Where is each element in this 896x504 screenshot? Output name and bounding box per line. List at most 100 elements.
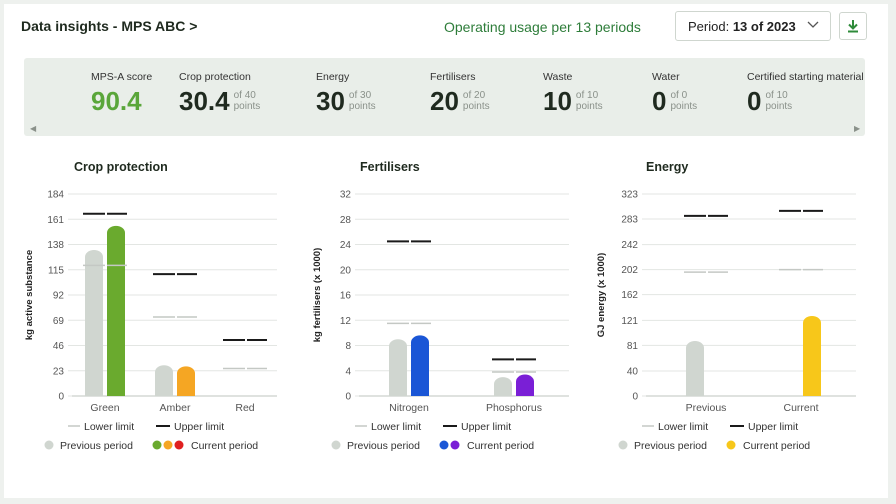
score-of: of 0	[670, 90, 688, 101]
score-of: of 20	[462, 90, 486, 101]
legend-current-dot	[439, 440, 449, 450]
y-tick-label: 92	[53, 291, 65, 302]
y-tick-label: 184	[47, 190, 64, 201]
y-tick-label: 161	[47, 215, 64, 226]
bar-current	[107, 225, 125, 396]
score-value: 10	[543, 86, 572, 116]
bar-current	[516, 374, 534, 396]
y-tick-label: 4	[345, 366, 351, 377]
legend-previous-label: Previous period	[60, 440, 133, 452]
bar-previous	[494, 377, 512, 396]
y-tick-label: 24	[340, 240, 352, 251]
legend-previous-label: Previous period	[347, 440, 420, 452]
score-item: Crop protection 30.4 of 40 points	[179, 71, 260, 116]
score-unit: points	[670, 101, 698, 112]
legend-current-label: Current period	[467, 440, 534, 452]
page-title[interactable]: Data insights - MPS ABC >	[21, 18, 198, 34]
legend-current-dot	[174, 440, 184, 450]
period-prefix: Period:	[688, 19, 733, 34]
y-tick-label: 138	[47, 240, 64, 251]
score-label: Crop protection	[179, 71, 251, 83]
legend-current-dot	[152, 440, 162, 450]
legend-current-dot	[163, 440, 173, 450]
legend-current-label: Current period	[191, 440, 258, 452]
y-tick-label: 32	[340, 190, 352, 201]
score-label: Waste	[543, 71, 573, 83]
legend-upper-label: Upper limit	[748, 421, 798, 433]
chart-title-energy: Energy	[646, 160, 689, 174]
y-tick-label: 115	[48, 265, 64, 276]
x-tick-label: Phosphorus	[486, 402, 542, 414]
score-label: Certified starting material	[747, 71, 864, 83]
chevron-down-icon	[807, 21, 819, 28]
legend-lower-label: Lower limit	[371, 421, 421, 433]
bar-previous	[389, 339, 407, 396]
y-tick-label: 12	[340, 316, 352, 327]
score-of: of 10	[765, 90, 788, 101]
legend-upper-label: Upper limit	[461, 421, 511, 433]
y-tick-label: 202	[621, 265, 638, 276]
y-tick-label: 0	[632, 392, 638, 403]
score-unit: points	[765, 101, 793, 112]
score-value: 30.4	[179, 86, 230, 116]
score-item: Waste 10 of 10 points	[543, 71, 603, 116]
y-tick-label: 23	[53, 366, 65, 377]
score-of: of 30	[348, 90, 372, 101]
score-value: 0	[747, 86, 762, 116]
score-item: Fertilisers 20 of 20 points	[430, 71, 490, 116]
score-label: MPS-A score	[91, 71, 153, 83]
insights-card: Data insights - MPS ABC > Operating usag…	[4, 4, 888, 498]
download-icon	[848, 20, 858, 33]
legend-previous-dot	[618, 440, 628, 450]
period-select[interactable]: Period: 13 of 2023	[675, 11, 831, 41]
y-tick-label: 242	[621, 240, 638, 251]
y-tick-label: 46	[53, 341, 65, 352]
legend-lower-label: Lower limit	[84, 421, 134, 433]
x-tick-label: Amber	[160, 402, 191, 414]
y-tick-label: 121	[621, 316, 638, 327]
x-tick-label: Red	[235, 402, 254, 414]
score-item: Certified starting material 0 of 10 points	[747, 71, 864, 116]
y-axis-label: kg active substance	[24, 250, 35, 340]
bar-previous	[85, 249, 103, 396]
chart-title-crop: Crop protection	[74, 160, 168, 174]
score-value: 90.4	[91, 86, 142, 116]
bar-previous	[686, 340, 704, 396]
bar-current	[803, 315, 821, 396]
score-value: 0	[652, 86, 667, 116]
charts-area: 0 23 46 69 92 115 138 161 184 kg active substance…	[24, 190, 856, 452]
legend-previous-dot	[44, 440, 54, 450]
y-tick-label: 20	[340, 265, 352, 276]
legend-current-dot	[450, 440, 460, 450]
score-of: of 40	[233, 90, 256, 101]
legend-lower-label: Lower limit	[658, 421, 708, 433]
score-unit: points	[348, 101, 376, 112]
score-unit: points	[462, 101, 490, 112]
score-unit: points	[233, 101, 261, 112]
y-tick-label: 69	[53, 316, 65, 327]
scroll-left-icon[interactable]: ◀	[30, 124, 37, 133]
legend-current-dot	[726, 440, 736, 450]
y-tick-label: 0	[58, 392, 64, 403]
y-tick-label: 323	[621, 190, 638, 201]
scroll-right-icon[interactable]: ▶	[854, 124, 861, 133]
bar-current	[177, 366, 195, 396]
x-tick-label: Nitrogen	[389, 402, 429, 414]
x-tick-label: Green	[90, 402, 119, 414]
download-button[interactable]	[839, 12, 867, 40]
legend-current-label: Current period	[743, 440, 810, 452]
score-item: MPS-A score 90.4	[91, 71, 152, 116]
score-unit: points	[575, 101, 603, 112]
y-tick-label: 81	[627, 341, 639, 352]
period-value: 13 of 2023	[732, 19, 796, 34]
y-tick-label: 0	[345, 392, 351, 403]
x-tick-label: Current	[783, 402, 818, 414]
y-axis-label: kg fertilisers (x 1000)	[312, 248, 323, 343]
y-tick-label: 162	[621, 290, 638, 301]
usage-label: Operating usage per 13 periods	[444, 19, 641, 35]
y-tick-label: 283	[621, 215, 638, 226]
y-tick-label: 28	[340, 215, 352, 226]
bar-previous	[155, 365, 173, 396]
score-value: 30	[316, 86, 345, 116]
score-item: Water 0 of 0 points	[652, 71, 697, 116]
